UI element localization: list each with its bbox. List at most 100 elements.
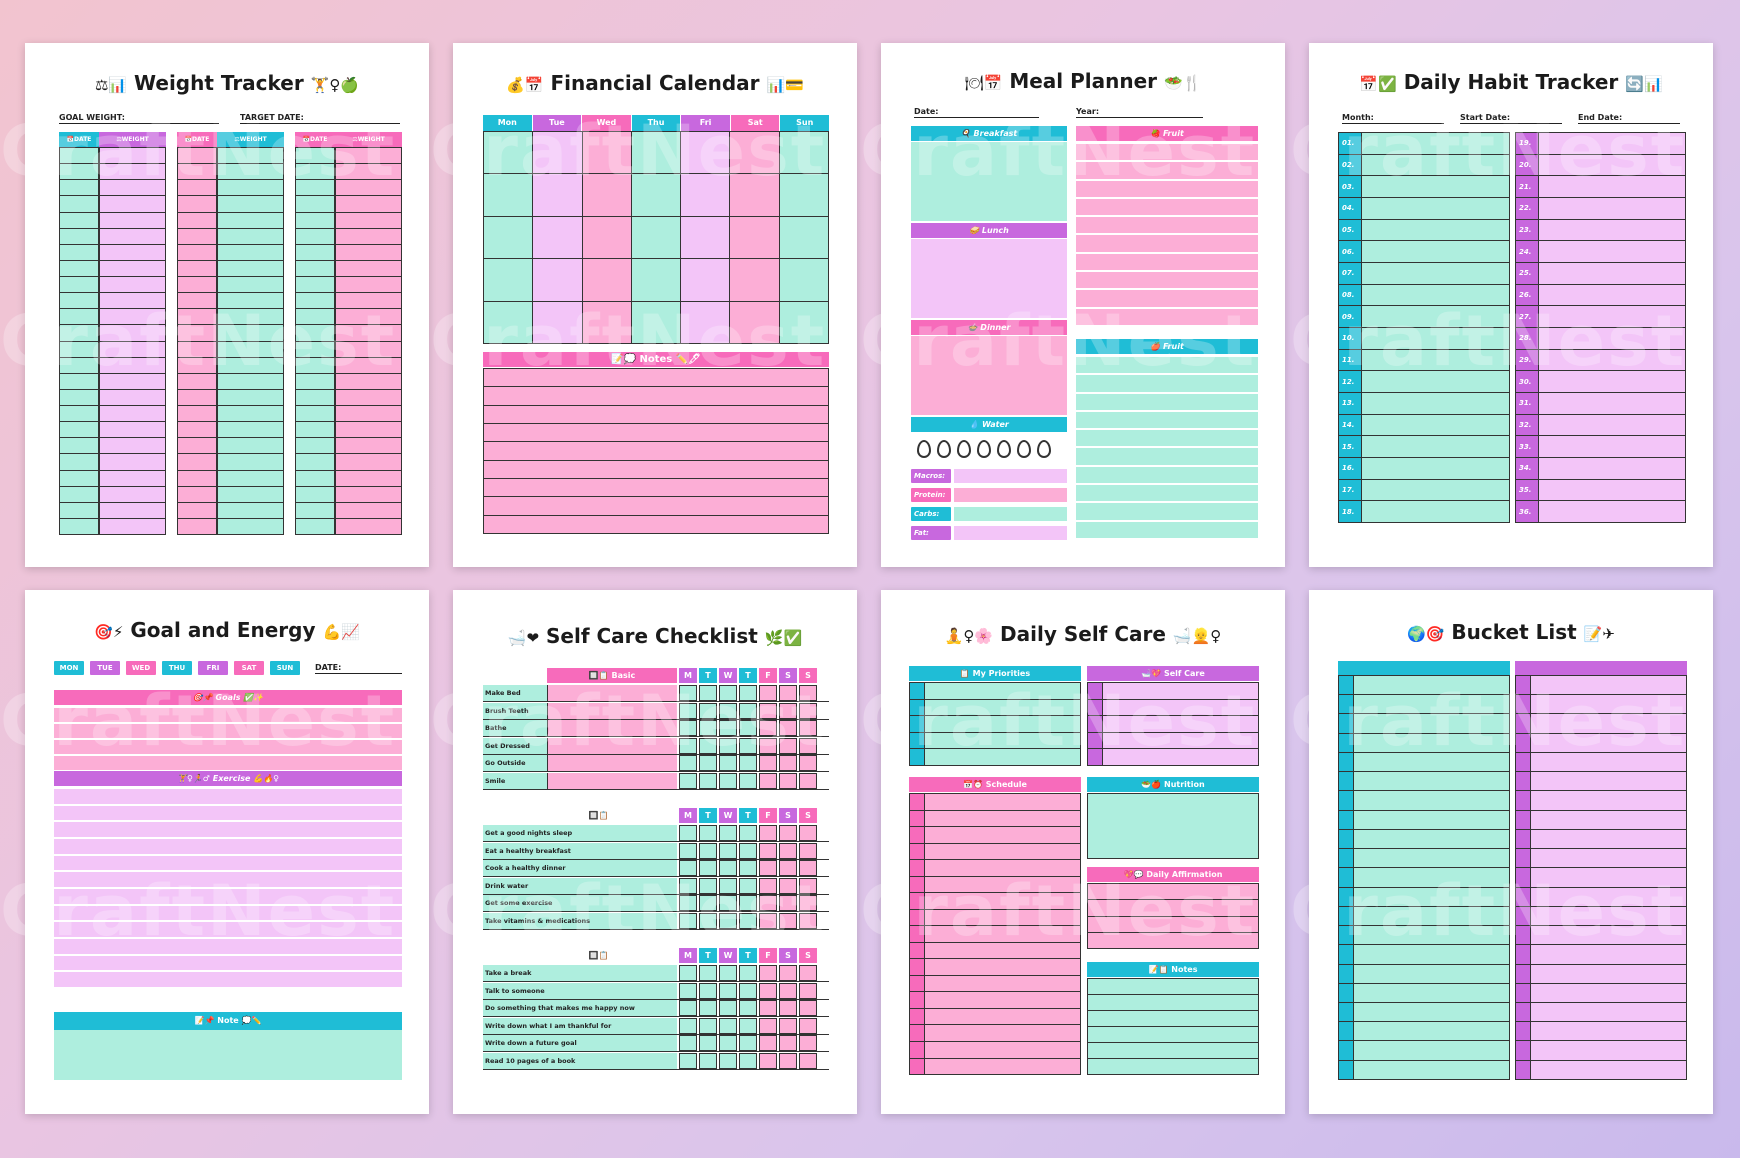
day-checkbox[interactable] [739,685,757,701]
day-checkbox[interactable] [759,842,777,859]
bucket-item[interactable] [1354,1041,1509,1060]
day-checkbox[interactable] [699,982,717,999]
dinner-box[interactable] [911,336,1067,415]
date-cell[interactable] [60,277,98,293]
date-cell[interactable] [60,373,98,389]
day-checkbox[interactable] [719,965,737,981]
calendar-day-cell[interactable] [484,132,533,174]
calendar-day-cell[interactable] [730,216,779,259]
date-cell[interactable] [178,341,216,357]
weight-cell[interactable] [336,212,401,228]
bucket-item[interactable] [1531,868,1686,887]
day-checkbox[interactable] [739,702,757,719]
checklist-item-field[interactable] [547,772,677,789]
day-checkbox[interactable] [739,982,757,999]
bucket-item[interactable] [1354,964,1509,983]
day-checkbox[interactable] [719,737,737,754]
notes-line[interactable] [484,423,828,442]
weight-cell[interactable] [100,212,165,228]
fruit-line[interactable] [1076,180,1258,197]
day-checkbox[interactable] [779,1017,797,1034]
bucket-item[interactable] [1354,887,1509,906]
day-checkbox[interactable] [779,982,797,999]
water-drops[interactable] [917,440,1067,462]
weight-cell[interactable] [218,518,283,534]
calendar-day-cell[interactable] [484,259,533,301]
date-cell[interactable] [178,373,216,389]
habit-cell[interactable] [1362,263,1509,284]
bucket-item[interactable] [1531,887,1686,906]
habit-cell[interactable] [1539,154,1685,176]
water-drop-icon[interactable] [1037,440,1051,458]
calendar-day-cell[interactable] [582,132,631,174]
bucket-item[interactable] [1531,964,1686,983]
fruit-line[interactable] [1076,162,1258,179]
day-checkbox[interactable] [699,685,717,701]
weight-cell[interactable] [218,260,283,276]
water-drop-icon[interactable] [977,440,991,458]
weight-cell[interactable] [218,164,283,180]
bucket-item[interactable] [1354,926,1509,945]
weight-cell[interactable] [100,164,165,180]
day-checkbox[interactable] [799,895,817,911]
day-checkbox[interactable] [679,772,697,789]
day-checkbox[interactable] [779,860,797,876]
exercise-line[interactable] [54,839,402,854]
row-field[interactable] [1103,716,1258,732]
weight-cell[interactable] [336,518,401,534]
date-cell[interactable] [178,180,216,196]
notes-line[interactable] [484,478,828,497]
date-cell[interactable] [178,244,216,260]
day-checkbox[interactable] [759,1017,777,1034]
day-checkbox[interactable] [679,877,697,894]
bucket-item[interactable] [1354,868,1509,887]
calendar-day-cell[interactable] [779,301,828,343]
day-checkbox[interactable] [699,1035,717,1051]
habit-cell[interactable] [1362,328,1509,349]
day-checkbox[interactable] [759,965,777,981]
exercise-line[interactable] [54,872,402,888]
day-checkbox[interactable] [799,825,817,841]
weight-cell[interactable] [100,260,165,276]
date-cell[interactable] [60,422,98,438]
date-cell[interactable] [60,244,98,260]
day-checkbox[interactable] [719,825,737,841]
fruit-line[interactable] [1076,503,1258,520]
row-field[interactable] [1103,749,1258,765]
day-checkbox[interactable] [699,1052,717,1069]
day-checkbox[interactable] [799,1000,817,1016]
weight-cell[interactable] [218,309,283,325]
exercise-line[interactable] [54,805,402,821]
day-checkbox[interactable] [779,825,797,841]
exercise-line[interactable] [54,972,402,988]
day-checkbox[interactable] [739,895,757,911]
date-cell[interactable] [60,502,98,518]
day-checkbox[interactable] [719,702,737,719]
day-checkbox[interactable] [719,1000,737,1016]
day-checkbox[interactable] [779,877,797,894]
water-drop-icon[interactable] [917,440,931,458]
weight-cell[interactable] [336,373,401,389]
weight-cell[interactable] [336,438,401,454]
weight-cell[interactable] [336,341,401,357]
weight-cell[interactable] [100,470,165,486]
date-cell[interactable] [178,406,216,422]
date-cell[interactable] [178,309,216,325]
day-checkbox[interactable] [799,720,817,736]
date-cell[interactable] [296,244,334,260]
day-checkbox[interactable] [679,737,697,754]
date-cell[interactable] [60,164,98,180]
notes-line[interactable] [484,369,828,387]
weight-cell[interactable] [218,325,283,341]
date-cell[interactable] [60,438,98,454]
day-checkbox[interactable] [739,737,757,754]
day-checkbox[interactable] [699,1017,717,1034]
calendar-day-cell[interactable] [681,259,730,301]
weight-cell[interactable] [336,164,401,180]
day-checkbox[interactable] [739,965,757,981]
date-cell[interactable] [296,309,334,325]
day-checkbox[interactable] [739,772,757,789]
day-checkbox[interactable] [759,895,777,911]
exercise-line[interactable] [54,822,402,838]
weight-cell[interactable] [100,180,165,196]
